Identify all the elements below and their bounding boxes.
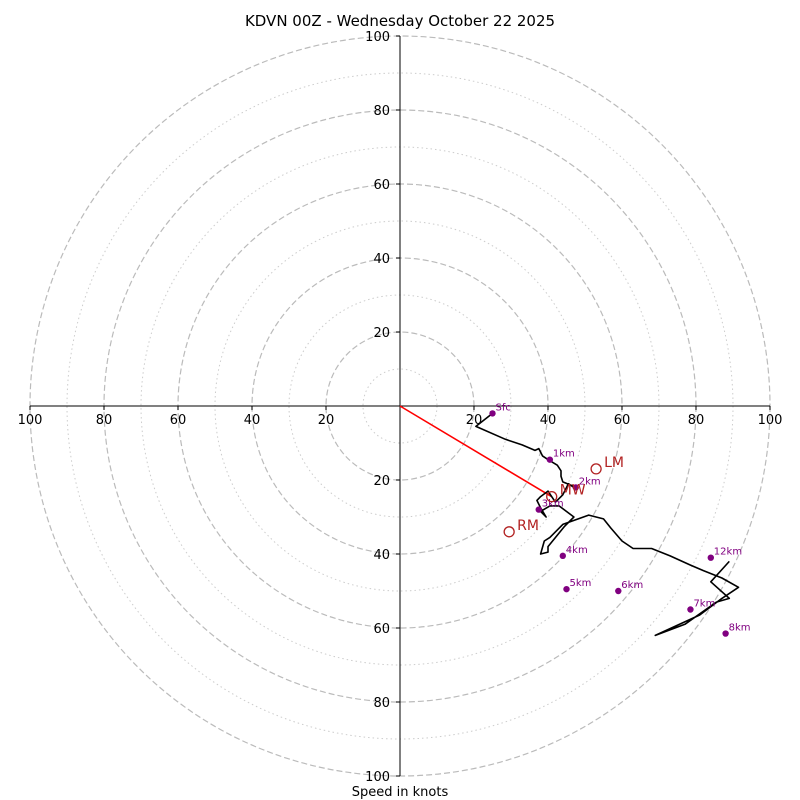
y-tick-label: 60: [373, 622, 390, 637]
x-tick-label: 40: [244, 413, 261, 428]
tick-labels: 100 80 60 40 20 20 40 60 80 100 100 80 60 40 20 20 40 60 8…: [18, 30, 783, 785]
y-tick-label: 80: [373, 696, 390, 711]
height-marker-dot: [687, 606, 694, 613]
y-tick-label: 80: [373, 104, 390, 119]
x-tick-label: 100: [758, 413, 783, 428]
height-marker-dot: [615, 587, 622, 595]
height-marker-dot: [535, 506, 542, 513]
height-marker-label: 12km: [714, 547, 742, 558]
y-tick-label: 40: [373, 548, 390, 563]
storm-motions: LM MW RM: [503, 455, 624, 538]
height-marker-label: 6km: [621, 580, 643, 591]
height-markers: Sfc 1km 2km 3km 4km 5km 6km 7km 8km 12km: [489, 402, 751, 637]
shear-vector: [399, 405, 553, 498]
storm-motion-marker: [503, 526, 515, 538]
height-marker-dot: [489, 410, 496, 417]
x-tick-label: 80: [688, 413, 705, 428]
height-marker-label: Sfc: [496, 402, 511, 413]
storm-motion-label: LM: [604, 455, 624, 471]
x-tick-label: 20: [466, 413, 483, 428]
height-marker-label: 2km: [579, 476, 601, 487]
x-tick-label: 100: [18, 413, 43, 428]
wind-trace-line: [475, 412, 740, 637]
height-marker-dot: [722, 630, 729, 637]
storm-motion-marker: [590, 463, 602, 475]
x-tick-label: 40: [540, 413, 557, 428]
x-tick-label: 80: [96, 413, 113, 428]
y-tick-label: 20: [373, 474, 390, 489]
height-marker-label: 4km: [566, 545, 588, 556]
height-marker-label: 3km: [542, 499, 564, 510]
height-marker-label: 5km: [570, 578, 592, 589]
height-marker-label: 8km: [729, 623, 751, 634]
y-tick-label: 20: [373, 326, 390, 341]
chart-title: KDVN 00Z - Wednesday October 22 2025: [245, 12, 555, 30]
height-marker-dot: [546, 456, 554, 463]
shear-vector-line: [399, 405, 553, 498]
y-tick-label: 60: [373, 178, 390, 193]
y-tick-label: 100: [365, 770, 390, 785]
height-marker-dot: [559, 552, 566, 560]
height-marker-dot: [572, 484, 579, 491]
wind-trace: [475, 412, 740, 637]
height-marker-dot: [563, 585, 570, 593]
storm-motion-marker: [546, 490, 558, 503]
height-marker-dot: [707, 554, 714, 561]
height-marker-label: 1km: [553, 449, 575, 460]
x-tick-label: 60: [170, 413, 187, 428]
height-marker-label: 7km: [693, 599, 715, 610]
x-tick-label: 60: [614, 413, 631, 428]
storm-motion-label: MW: [560, 483, 586, 499]
y-tick-label: 100: [365, 30, 390, 45]
storm-motion-label: RM: [517, 518, 539, 534]
y-tick-label: 40: [373, 252, 390, 267]
x-axis-label: Speed in knots: [352, 785, 449, 800]
x-tick-label: 20: [318, 413, 335, 428]
